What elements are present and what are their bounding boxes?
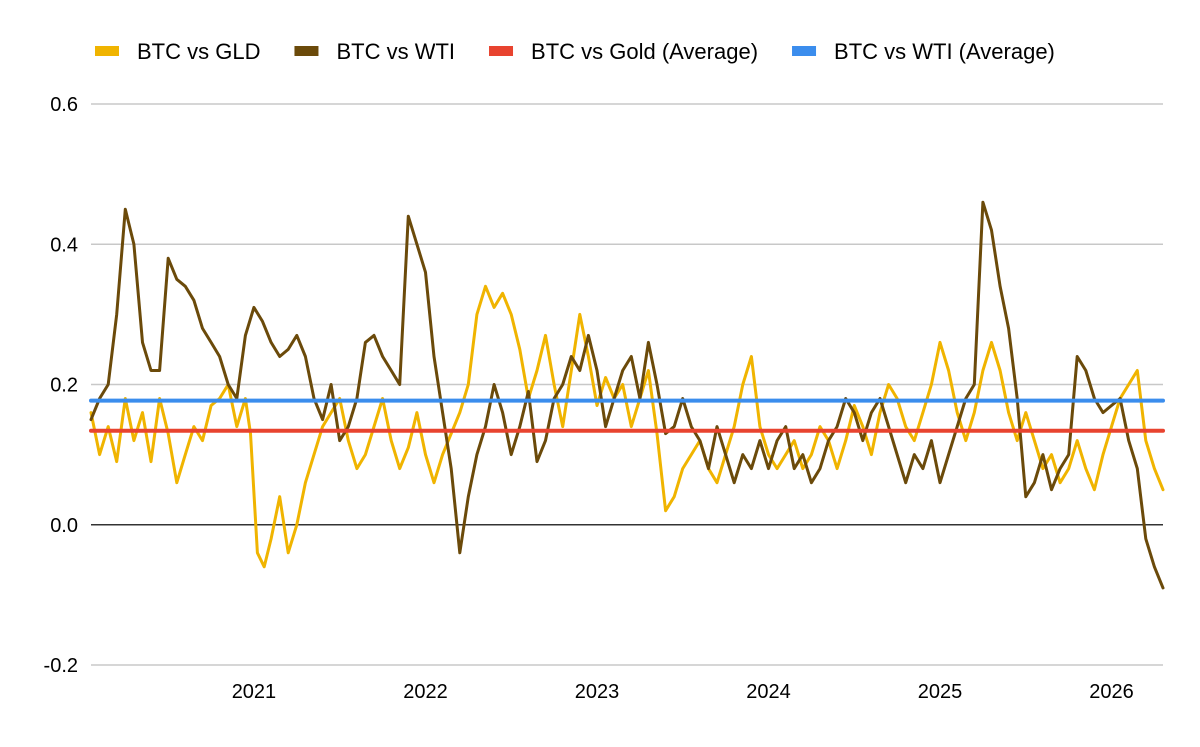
legend-swatch-btc-vs-gld (95, 46, 119, 56)
legend-item-btc-vs-wti-average[interactable]: BTC vs WTI (Average) (792, 39, 1055, 64)
y-tick-label-2: 0.2 (50, 375, 78, 397)
x-tick-label-5: 2026 (1089, 681, 1134, 703)
legend-swatch-btc-vs-wti (294, 46, 319, 56)
legend-swatch-btc-vs-gold-average (489, 46, 514, 56)
grid (91, 103, 1163, 666)
x-tick-label-3: 2024 (746, 681, 791, 703)
x-axis-ticks: 2021 2022 2023 2024 2025 2026 (232, 681, 1134, 703)
legend-item-btc-vs-wti[interactable]: BTC vs WTI (294, 39, 455, 64)
legend-label-btc-vs-gold-average: BTC vs Gold (Average) (531, 39, 758, 64)
legend-label-btc-vs-wti: BTC vs WTI (336, 39, 455, 64)
y-tick-label-3: 0.0 (50, 515, 78, 537)
legend-label-btc-vs-wti-average: BTC vs WTI (Average) (834, 39, 1055, 64)
y-tick-label-4: -0.2 (44, 655, 78, 677)
legend: BTC vs GLD BTC vs WTI BTC vs Gold (Average… (95, 39, 1055, 64)
legend-label-btc-vs-gld: BTC vs GLD (137, 39, 260, 64)
series-layer (89, 200, 1165, 590)
y-axis-ticks: 0.6 0.4 0.2 0.0 -0.2 (44, 94, 78, 677)
series-line-btc-vs-gld (89, 284, 1165, 569)
legend-swatch-btc-vs-wti-average (792, 46, 817, 56)
legend-item-btc-vs-gld[interactable]: BTC vs GLD (95, 39, 260, 64)
legend-item-btc-vs-gold-average[interactable]: BTC vs Gold (Average) (489, 39, 758, 64)
x-tick-label-0: 2021 (232, 681, 277, 703)
y-tick-label-1: 0.4 (50, 234, 78, 256)
x-tick-label-2: 2023 (575, 681, 620, 703)
x-tick-label-4: 2025 (918, 681, 963, 703)
x-tick-label-1: 2022 (403, 681, 448, 703)
y-tick-label-0: 0.6 (50, 94, 78, 116)
series-line-btc-vs-wti (89, 200, 1165, 590)
